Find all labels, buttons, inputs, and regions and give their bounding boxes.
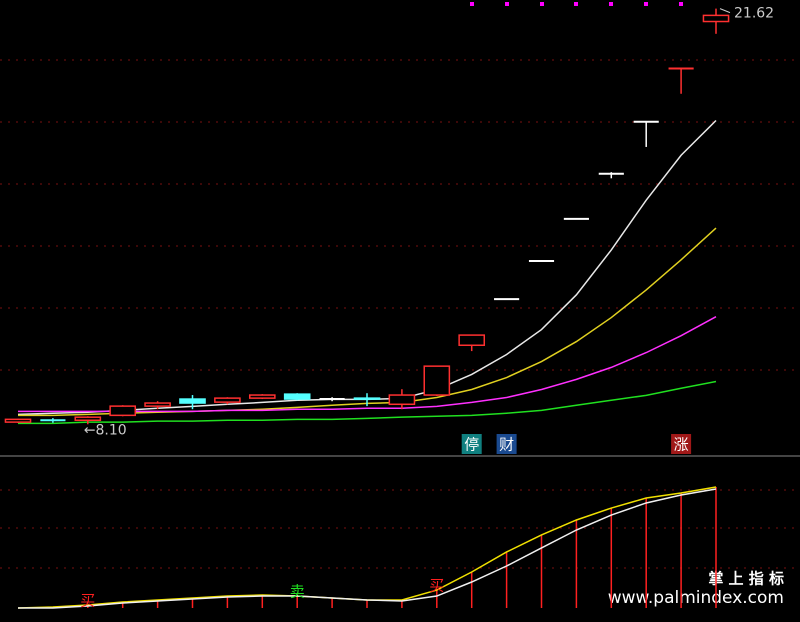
dot [505,2,509,6]
dot [609,2,613,6]
signal-bg [461,434,482,454]
dot [644,2,648,6]
watermark-title: 掌 上 指 标 [708,570,784,588]
watermark-url: www.palmindex.com [608,588,784,608]
signal-bg [671,434,692,454]
signal-bg [496,434,517,454]
indicator-line [18,488,717,609]
indicator-signal: 买 [80,592,95,610]
candle-body [283,393,311,400]
candle-body [214,397,241,403]
candle-body [458,334,486,346]
candle-body [388,394,416,406]
signal-label: 停 [464,436,479,454]
signal-label: 涨 [674,436,689,454]
dot [540,2,544,6]
signal-label: 财 [499,436,514,454]
grid [0,59,800,569]
candle-body [423,365,451,396]
dot [679,2,683,6]
candle-body [702,14,730,23]
indicator-signal: 买 [429,577,444,595]
high-pointer [719,8,731,14]
low-label: ←8.10 [84,422,127,438]
dot [470,2,474,6]
ma-line [18,380,717,425]
candle-body [248,394,276,399]
high-label: 21.62 [734,6,774,22]
candle-body [144,402,171,407]
dot [574,2,578,6]
candle-body [74,416,102,422]
candle-body [179,398,206,404]
candle-body [353,397,381,400]
top-dots [470,2,683,6]
indicator-signal: 卖 [290,583,305,601]
candle-body [109,405,137,417]
candle-body [4,418,32,423]
